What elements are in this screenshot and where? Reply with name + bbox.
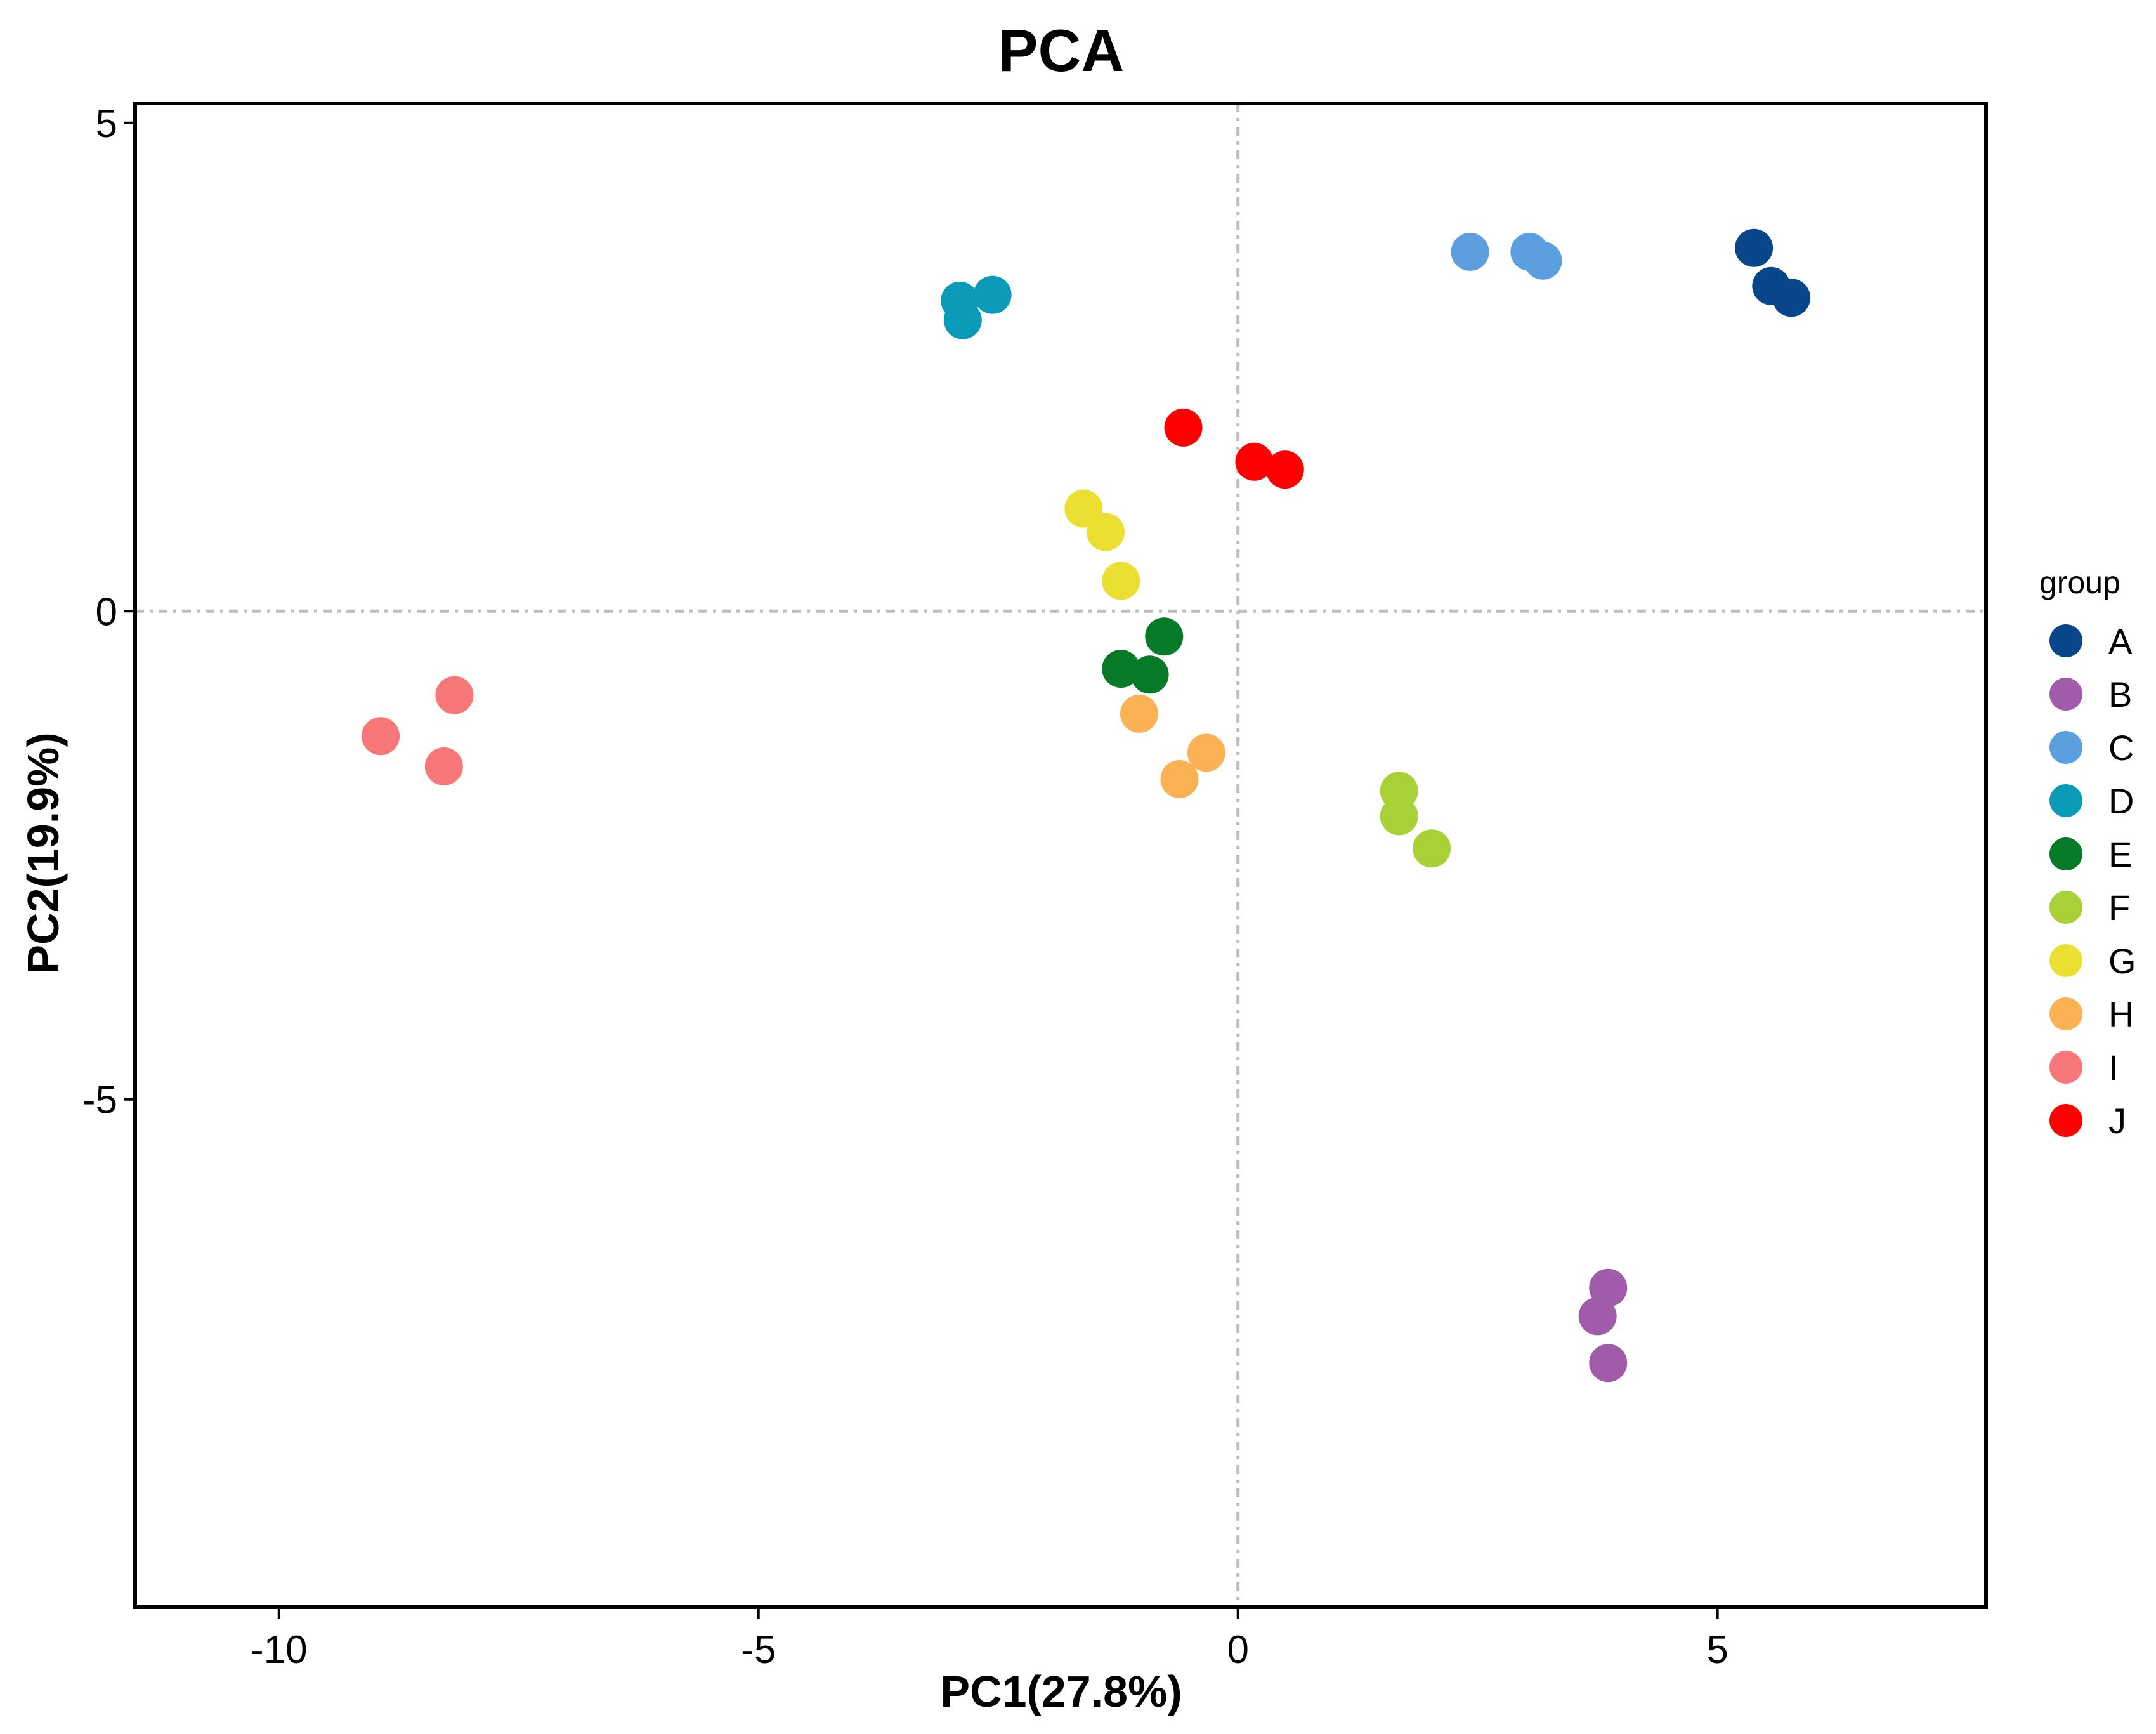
point-j-2 [1235,442,1274,481]
point-d-2 [973,275,1012,314]
point-f-3 [1413,829,1451,868]
chart-title: PCA [998,17,1124,84]
legend-key-j [2049,1104,2082,1137]
point-g-2 [1087,513,1125,551]
x-tick-label: 0 [1227,1628,1248,1672]
legend-label-a: A [2108,621,2133,661]
x-axis-title: PC1(27.8%) [940,1667,1182,1716]
point-e-3 [1130,655,1169,694]
y-axis-title: PC2(19.9%) [18,732,68,974]
point-j-1 [1164,408,1203,447]
x-tick-label: -5 [741,1628,776,1672]
legend-key-g [2049,944,2082,977]
legend-key-h [2049,997,2082,1030]
point-a-1 [1735,228,1774,267]
data-points [362,228,1811,1383]
point-e-2 [1102,650,1140,688]
point-i-3 [424,747,463,785]
point-f-2 [1380,797,1418,836]
point-c-3 [1524,241,1562,280]
legend-key-b [2049,678,2082,711]
point-i-1 [435,676,474,714]
x-axis: -10 -5 0 5 [251,1607,1728,1672]
y-tick-label: 5 [96,102,117,146]
legend-label-h: H [2108,994,2134,1034]
legend-label-i: I [2108,1048,2119,1087]
point-d-3 [943,301,982,339]
point-b-2 [1578,1297,1617,1336]
point-h-1 [1120,694,1158,733]
legend-label-f: F [2108,888,2130,928]
point-g-3 [1102,562,1140,600]
point-c-1 [1451,232,1489,271]
y-axis: 5 0 -5 [82,102,135,1122]
plot-frame [133,102,1988,1609]
x-tick-label: 5 [1706,1628,1728,1672]
point-i-2 [362,717,400,756]
legend-label-b: B [2108,674,2132,714]
legend-title: group [2039,565,2120,600]
legend-label-c: C [2108,728,2134,768]
legend-key-e [2049,837,2082,870]
point-j-3 [1265,450,1304,489]
legend-key-a [2049,624,2082,657]
point-h-3 [1160,759,1199,798]
y-tick-label: -5 [82,1079,117,1122]
point-b-3 [1589,1344,1628,1383]
point-a-3 [1772,279,1811,317]
point-h-2 [1187,733,1225,772]
legend-key-c [2049,731,2082,764]
legend-label-g: G [2108,941,2136,981]
legend-label-d: D [2108,781,2134,821]
legend-key-d [2049,784,2082,817]
legend-key-i [2049,1051,2082,1084]
x-tick-label: -10 [251,1628,308,1672]
point-e-1 [1145,617,1184,656]
legend-label-e: E [2108,834,2132,874]
legend-key-f [2049,891,2082,924]
legend-label-j: J [2108,1101,2126,1141]
y-tick-label: 0 [96,590,117,634]
plot-area [133,102,1988,1609]
